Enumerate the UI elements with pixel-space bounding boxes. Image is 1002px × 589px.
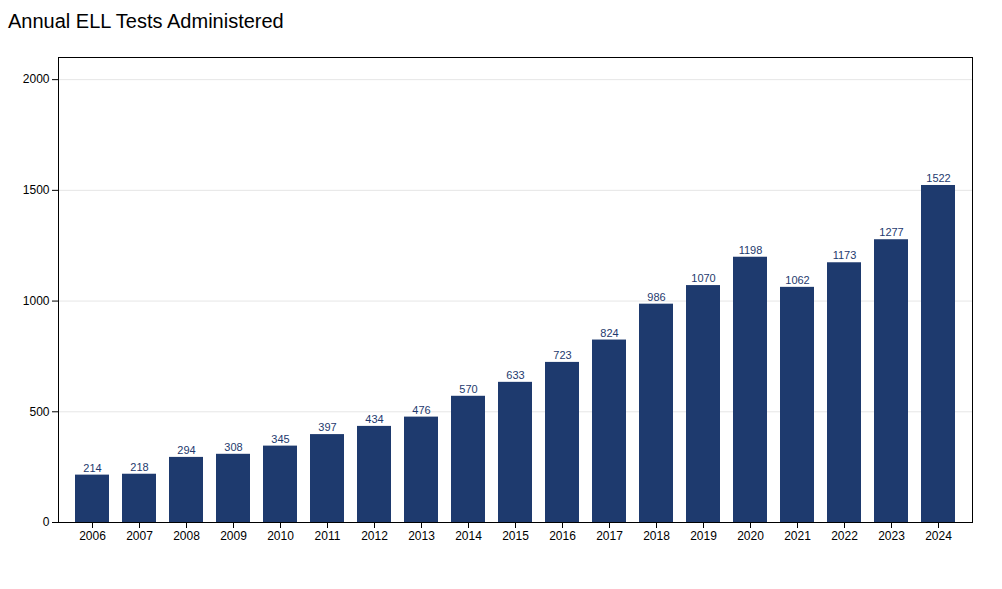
svg-text:633: 633 xyxy=(506,369,524,381)
svg-text:294: 294 xyxy=(177,444,195,456)
svg-text:218: 218 xyxy=(130,461,148,473)
svg-text:2021: 2021 xyxy=(784,529,811,543)
svg-text:2000: 2000 xyxy=(23,72,50,86)
svg-text:986: 986 xyxy=(647,291,665,303)
svg-text:2009: 2009 xyxy=(220,529,247,543)
svg-text:476: 476 xyxy=(412,404,430,416)
svg-text:1500: 1500 xyxy=(23,183,50,197)
svg-text:1000: 1000 xyxy=(23,294,50,308)
svg-text:2012: 2012 xyxy=(361,529,388,543)
svg-text:2023: 2023 xyxy=(878,529,905,543)
svg-text:2018: 2018 xyxy=(643,529,670,543)
svg-text:2015: 2015 xyxy=(502,529,529,543)
svg-text:2010: 2010 xyxy=(267,529,294,543)
svg-text:2017: 2017 xyxy=(596,529,623,543)
svg-text:0: 0 xyxy=(43,515,50,529)
svg-text:2024: 2024 xyxy=(925,529,952,543)
svg-text:397: 397 xyxy=(318,421,336,433)
svg-text:2013: 2013 xyxy=(408,529,435,543)
svg-text:214: 214 xyxy=(83,462,101,474)
svg-text:723: 723 xyxy=(553,349,571,361)
svg-text:2007: 2007 xyxy=(126,529,153,543)
svg-text:500: 500 xyxy=(29,405,49,419)
svg-text:1070: 1070 xyxy=(691,272,715,284)
svg-text:2011: 2011 xyxy=(315,529,341,543)
html-text:Annual ELL Tests Administered: Annual ELL Tests Administered xyxy=(8,10,284,32)
svg-text:570: 570 xyxy=(459,383,477,395)
svg-text:308: 308 xyxy=(224,441,242,453)
svg-text:1277: 1277 xyxy=(879,226,903,238)
svg-text:1198: 1198 xyxy=(739,244,763,256)
svg-text:2020: 2020 xyxy=(737,529,764,543)
svg-text:824: 824 xyxy=(600,327,618,339)
svg-text:2019: 2019 xyxy=(690,529,717,543)
svg-text:2008: 2008 xyxy=(173,529,200,543)
svg-text:1522: 1522 xyxy=(926,172,950,184)
svg-text:2014: 2014 xyxy=(455,529,482,543)
svg-text:2006: 2006 xyxy=(79,529,106,543)
svg-text:434: 434 xyxy=(365,413,383,425)
svg-text:1062: 1062 xyxy=(785,274,809,286)
svg-text:1173: 1173 xyxy=(833,249,857,261)
svg-text:2016: 2016 xyxy=(549,529,576,543)
svg-text:345: 345 xyxy=(271,433,289,445)
svg-text:2022: 2022 xyxy=(831,529,858,543)
